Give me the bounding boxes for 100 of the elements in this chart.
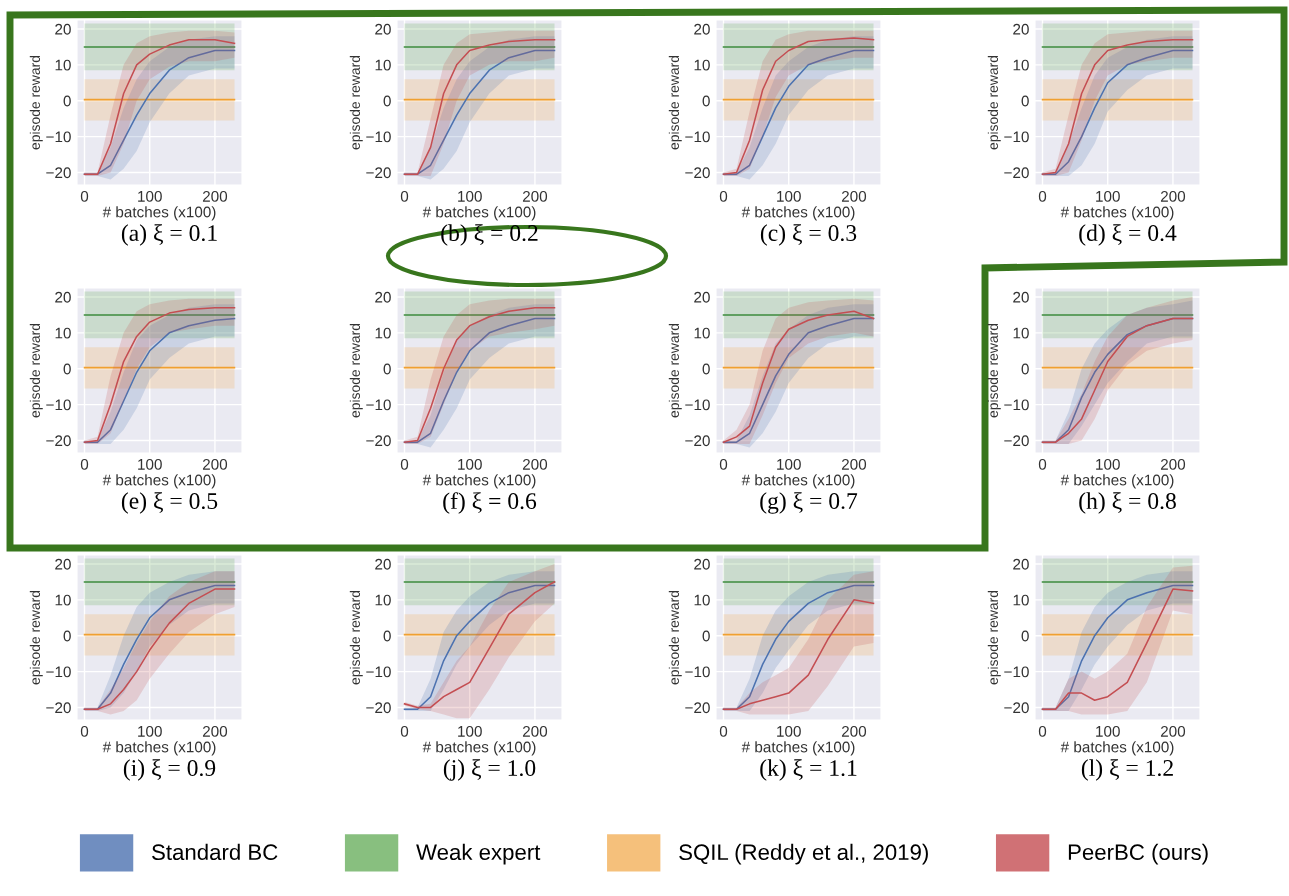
x-tick-label: 100 bbox=[138, 725, 162, 737]
y-tick-label: 10 bbox=[375, 59, 391, 71]
y-tick-label: 20 bbox=[55, 291, 71, 303]
y-tick-label: 20 bbox=[1013, 558, 1029, 570]
y-tick-label: −10 bbox=[46, 666, 71, 678]
y-tick-label: 0 bbox=[383, 630, 391, 642]
x-tick-label: 0 bbox=[80, 458, 89, 470]
y-tick-label: 10 bbox=[694, 327, 710, 339]
x-tick-label: 100 bbox=[777, 190, 801, 202]
x-axis-title: # batches (x100) bbox=[422, 206, 536, 221]
y-tick-label: −10 bbox=[366, 399, 391, 411]
y-tick-label: 0 bbox=[63, 95, 71, 107]
y-axis-title: episode reward bbox=[29, 55, 43, 150]
legend-label: SQIL (Reddy et al., 2019) bbox=[679, 843, 928, 865]
x-tick-label: 0 bbox=[719, 725, 728, 737]
legend-label: Standard BC bbox=[152, 843, 278, 861]
y-tick-label: −20 bbox=[46, 167, 71, 179]
y-tick-label: 0 bbox=[702, 363, 710, 375]
y-tick-label: 0 bbox=[702, 95, 710, 107]
x-tick-label: 0 bbox=[400, 725, 409, 737]
y-tick-label: 0 bbox=[63, 630, 71, 642]
y-tick-label: 20 bbox=[694, 558, 710, 570]
x-tick-label: 100 bbox=[458, 190, 482, 202]
x-tick-label: 100 bbox=[1096, 725, 1120, 737]
x-axis-title: # batches (x100) bbox=[102, 741, 216, 756]
y-tick-label: −20 bbox=[46, 702, 71, 714]
y-tick-label: −20 bbox=[366, 167, 391, 179]
y-tick-label: 10 bbox=[375, 327, 391, 339]
y-tick-label: 0 bbox=[1021, 630, 1029, 642]
y-tick-label: −20 bbox=[685, 702, 710, 714]
text: (i) ξ = 0.9 bbox=[123, 759, 216, 781]
y-tick-label: 0 bbox=[383, 95, 391, 107]
y-tick-label: −10 bbox=[685, 131, 710, 143]
x-axis-title: # batches (x100) bbox=[102, 474, 216, 489]
y-axis-title: episode reward bbox=[29, 590, 43, 685]
x-tick-label: 200 bbox=[1160, 725, 1186, 737]
y-tick-label: 10 bbox=[694, 594, 710, 606]
x-tick-label: 200 bbox=[522, 725, 548, 737]
y-tick-label: −10 bbox=[1004, 399, 1029, 411]
x-tick-label: 200 bbox=[1160, 190, 1186, 202]
y-tick-label: −20 bbox=[46, 435, 71, 447]
x-axis-title: # batches (x100) bbox=[741, 206, 855, 221]
text: (a) ξ = 0.1 bbox=[121, 224, 217, 246]
x-tick-label: 0 bbox=[719, 190, 728, 202]
text: (d) ξ = 0.4 bbox=[1079, 224, 1177, 246]
y-tick-label: −20 bbox=[366, 702, 391, 714]
y-axis-title: episode reward bbox=[29, 323, 43, 418]
y-axis-title: episode reward bbox=[349, 55, 363, 150]
y-tick-label: −10 bbox=[366, 131, 391, 143]
y-tick-label: 20 bbox=[694, 23, 710, 35]
text: (k) ξ = 1.1 bbox=[760, 759, 857, 781]
y-tick-label: 10 bbox=[375, 594, 391, 606]
y-tick-label: −10 bbox=[1004, 131, 1029, 143]
x-tick-label: 0 bbox=[719, 458, 728, 470]
x-axis-title: # batches (x100) bbox=[741, 741, 855, 756]
x-tick-label: 100 bbox=[138, 458, 162, 470]
x-tick-label: 0 bbox=[1038, 190, 1047, 202]
x-tick-label: 200 bbox=[841, 190, 867, 202]
text: (l) ξ = 1.2 bbox=[1081, 759, 1173, 781]
y-tick-label: 0 bbox=[702, 630, 710, 642]
x-tick-label: 200 bbox=[202, 190, 228, 202]
x-tick-label: 0 bbox=[1038, 458, 1047, 470]
x-tick-label: 0 bbox=[400, 458, 409, 470]
legend-label: Weak expert bbox=[416, 843, 541, 865]
y-tick-label: −20 bbox=[685, 435, 710, 447]
text: (g) ξ = 0.7 bbox=[760, 492, 858, 514]
y-tick-label: 20 bbox=[55, 23, 71, 35]
x-tick-label: 0 bbox=[80, 190, 89, 202]
text: (c) ξ = 0.3 bbox=[760, 224, 857, 246]
y-tick-label: 0 bbox=[63, 363, 71, 375]
y-tick-label: 20 bbox=[694, 291, 710, 303]
text: (f) ξ = 0.6 bbox=[443, 492, 537, 514]
y-tick-label: 20 bbox=[55, 558, 71, 570]
y-tick-label: −10 bbox=[46, 131, 71, 143]
x-tick-label: 200 bbox=[522, 458, 548, 470]
y-tick-label: −20 bbox=[1004, 167, 1029, 179]
y-tick-label: 0 bbox=[383, 363, 391, 375]
y-axis-title: episode reward bbox=[668, 55, 682, 150]
y-tick-label: 20 bbox=[375, 291, 391, 303]
y-tick-label: 20 bbox=[1013, 23, 1029, 35]
y-tick-label: −10 bbox=[46, 399, 71, 411]
x-axis-title: # batches (x100) bbox=[741, 474, 855, 489]
text: (h) ξ = 0.8 bbox=[1079, 492, 1176, 514]
y-axis-title: episode reward bbox=[987, 590, 1001, 685]
y-tick-label: −20 bbox=[1004, 435, 1029, 447]
x-tick-label: 0 bbox=[1038, 725, 1047, 737]
x-axis-title: # batches (x100) bbox=[1060, 741, 1174, 756]
y-axis-title: episode reward bbox=[987, 55, 1001, 150]
y-tick-label: −20 bbox=[685, 167, 710, 179]
text: (j) ξ = 1.0 bbox=[443, 759, 536, 781]
y-tick-label: −20 bbox=[366, 435, 391, 447]
y-tick-label: 20 bbox=[375, 558, 391, 570]
y-tick-label: −10 bbox=[685, 399, 710, 411]
y-axis-title: episode reward bbox=[668, 323, 682, 418]
x-tick-label: 0 bbox=[400, 190, 409, 202]
y-axis-title: episode reward bbox=[349, 323, 363, 418]
x-tick-label: 100 bbox=[138, 190, 162, 202]
y-tick-label: 10 bbox=[1013, 59, 1029, 71]
x-tick-label: 200 bbox=[202, 458, 228, 470]
x-axis-title: # batches (x100) bbox=[422, 741, 536, 756]
